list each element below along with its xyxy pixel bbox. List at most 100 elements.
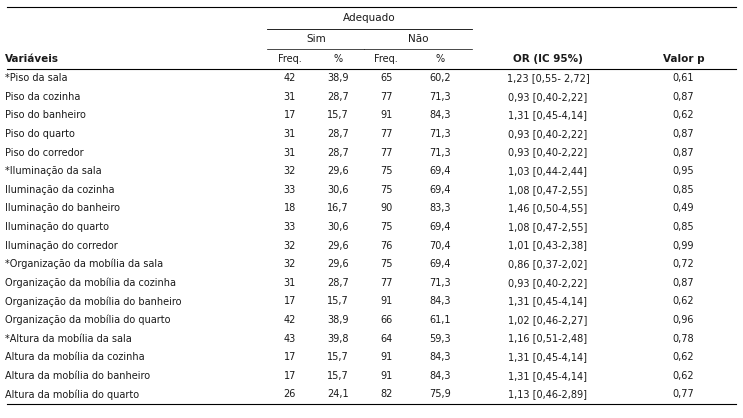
Text: 0,62: 0,62: [672, 110, 695, 120]
Text: 1,46 [0,50-4,55]: 1,46 [0,50-4,55]: [508, 204, 588, 213]
Text: 15,7: 15,7: [327, 352, 349, 362]
Text: 59,3: 59,3: [429, 334, 451, 344]
Text: Piso do quarto: Piso do quarto: [5, 129, 75, 139]
Text: Não: Não: [408, 34, 428, 44]
Text: Organização da mobília da cozinha: Organização da mobília da cozinha: [5, 278, 176, 288]
Text: 71,3: 71,3: [429, 92, 451, 102]
Text: 17: 17: [284, 296, 296, 306]
Text: 69,4: 69,4: [429, 259, 451, 269]
Text: 84,3: 84,3: [429, 371, 451, 381]
Text: 84,3: 84,3: [429, 352, 451, 362]
Text: 39,8: 39,8: [328, 334, 348, 344]
Text: 0,93 [0,40-2,22]: 0,93 [0,40-2,22]: [508, 278, 588, 288]
Text: *Piso da sala: *Piso da sala: [5, 73, 68, 83]
Text: 77: 77: [380, 148, 392, 158]
Text: 60,2: 60,2: [429, 73, 451, 83]
Text: 18: 18: [284, 204, 296, 213]
Text: 71,3: 71,3: [429, 129, 451, 139]
Text: OR (IC 95%): OR (IC 95%): [513, 54, 583, 64]
Text: 17: 17: [284, 371, 296, 381]
Text: 0,78: 0,78: [672, 334, 695, 344]
Text: Piso do banheiro: Piso do banheiro: [5, 110, 86, 120]
Text: 75: 75: [380, 166, 392, 176]
Text: Iluminação do banheiro: Iluminação do banheiro: [5, 204, 120, 213]
Text: 77: 77: [380, 129, 392, 139]
Text: 32: 32: [284, 259, 296, 269]
Text: 76: 76: [380, 241, 392, 250]
Text: 31: 31: [284, 278, 296, 288]
Text: 1,23 [0,55- 2,72]: 1,23 [0,55- 2,72]: [507, 73, 589, 83]
Text: 91: 91: [380, 110, 392, 120]
Text: 69,4: 69,4: [429, 222, 451, 232]
Text: Piso da cozinha: Piso da cozinha: [5, 92, 80, 102]
Text: Adequado: Adequado: [343, 13, 396, 23]
Text: Altura da mobília do banheiro: Altura da mobília do banheiro: [5, 371, 150, 381]
Text: Freq.: Freq.: [278, 54, 302, 64]
Text: 0,93 [0,40-2,22]: 0,93 [0,40-2,22]: [508, 129, 588, 139]
Text: 91: 91: [380, 371, 392, 381]
Text: 0,49: 0,49: [673, 204, 694, 213]
Text: 0,95: 0,95: [672, 166, 695, 176]
Text: 15,7: 15,7: [327, 110, 349, 120]
Text: 33: 33: [284, 222, 296, 232]
Text: 32: 32: [284, 166, 296, 176]
Text: 70,4: 70,4: [429, 241, 451, 250]
Text: Iluminação da cozinha: Iluminação da cozinha: [5, 185, 114, 195]
Text: 29,6: 29,6: [327, 241, 349, 250]
Text: 0,87: 0,87: [672, 92, 695, 102]
Text: 43: 43: [284, 334, 296, 344]
Text: 64: 64: [380, 334, 392, 344]
Text: 15,7: 15,7: [327, 296, 349, 306]
Text: 0,86 [0,37-2,02]: 0,86 [0,37-2,02]: [508, 259, 588, 269]
Text: 75: 75: [380, 185, 392, 195]
Text: 29,6: 29,6: [327, 166, 349, 176]
Text: 0,62: 0,62: [672, 371, 695, 381]
Text: 82: 82: [380, 390, 392, 399]
Text: Freq.: Freq.: [374, 54, 398, 64]
Text: 16,7: 16,7: [327, 204, 349, 213]
Text: 84,3: 84,3: [429, 296, 451, 306]
Text: 30,6: 30,6: [328, 185, 348, 195]
Text: *Iluminação da sala: *Iluminação da sala: [5, 166, 102, 176]
Text: 17: 17: [284, 110, 296, 120]
Text: 91: 91: [380, 296, 392, 306]
Text: 75,9: 75,9: [429, 390, 451, 399]
Text: 0,85: 0,85: [672, 222, 695, 232]
Text: 28,7: 28,7: [327, 278, 349, 288]
Text: 38,9: 38,9: [328, 315, 348, 325]
Text: 28,7: 28,7: [327, 92, 349, 102]
Text: 31: 31: [284, 129, 296, 139]
Text: 0,93 [0,40-2,22]: 0,93 [0,40-2,22]: [508, 148, 588, 158]
Text: 77: 77: [380, 278, 392, 288]
Text: 42: 42: [284, 315, 296, 325]
Text: 84,3: 84,3: [429, 110, 451, 120]
Text: 15,7: 15,7: [327, 371, 349, 381]
Text: 0,96: 0,96: [673, 315, 694, 325]
Text: *Altura da mobília da sala: *Altura da mobília da sala: [5, 334, 132, 344]
Text: 17: 17: [284, 352, 296, 362]
Text: 0,87: 0,87: [672, 129, 695, 139]
Text: 75: 75: [380, 259, 392, 269]
Text: 33: 33: [284, 185, 296, 195]
Text: 1,31 [0,45-4,14]: 1,31 [0,45-4,14]: [508, 296, 588, 306]
Text: 71,3: 71,3: [429, 148, 451, 158]
Text: Sim: Sim: [306, 34, 325, 44]
Text: Altura da mobília da cozinha: Altura da mobília da cozinha: [5, 352, 145, 362]
Text: 71,3: 71,3: [429, 278, 451, 288]
Text: 32: 32: [284, 241, 296, 250]
Text: 0,99: 0,99: [673, 241, 694, 250]
Text: 30,6: 30,6: [328, 222, 348, 232]
Text: %: %: [435, 54, 445, 64]
Text: Variáveis: Variáveis: [5, 54, 59, 64]
Text: 0,87: 0,87: [672, 278, 695, 288]
Text: 1,01 [0,43-2,38]: 1,01 [0,43-2,38]: [508, 241, 588, 250]
Text: Altura da mobília do quarto: Altura da mobília do quarto: [5, 389, 140, 400]
Text: *Organização da mobília da sala: *Organização da mobília da sala: [5, 259, 163, 270]
Text: 1,31 [0,45-4,14]: 1,31 [0,45-4,14]: [508, 352, 588, 362]
Text: 28,7: 28,7: [327, 148, 349, 158]
Text: 0,77: 0,77: [672, 390, 695, 399]
Text: 1,03 [0,44-2,44]: 1,03 [0,44-2,44]: [508, 166, 588, 176]
Text: 1,31 [0,45-4,14]: 1,31 [0,45-4,14]: [508, 110, 588, 120]
Text: 0,93 [0,40-2,22]: 0,93 [0,40-2,22]: [508, 92, 588, 102]
Text: 0,87: 0,87: [672, 148, 695, 158]
